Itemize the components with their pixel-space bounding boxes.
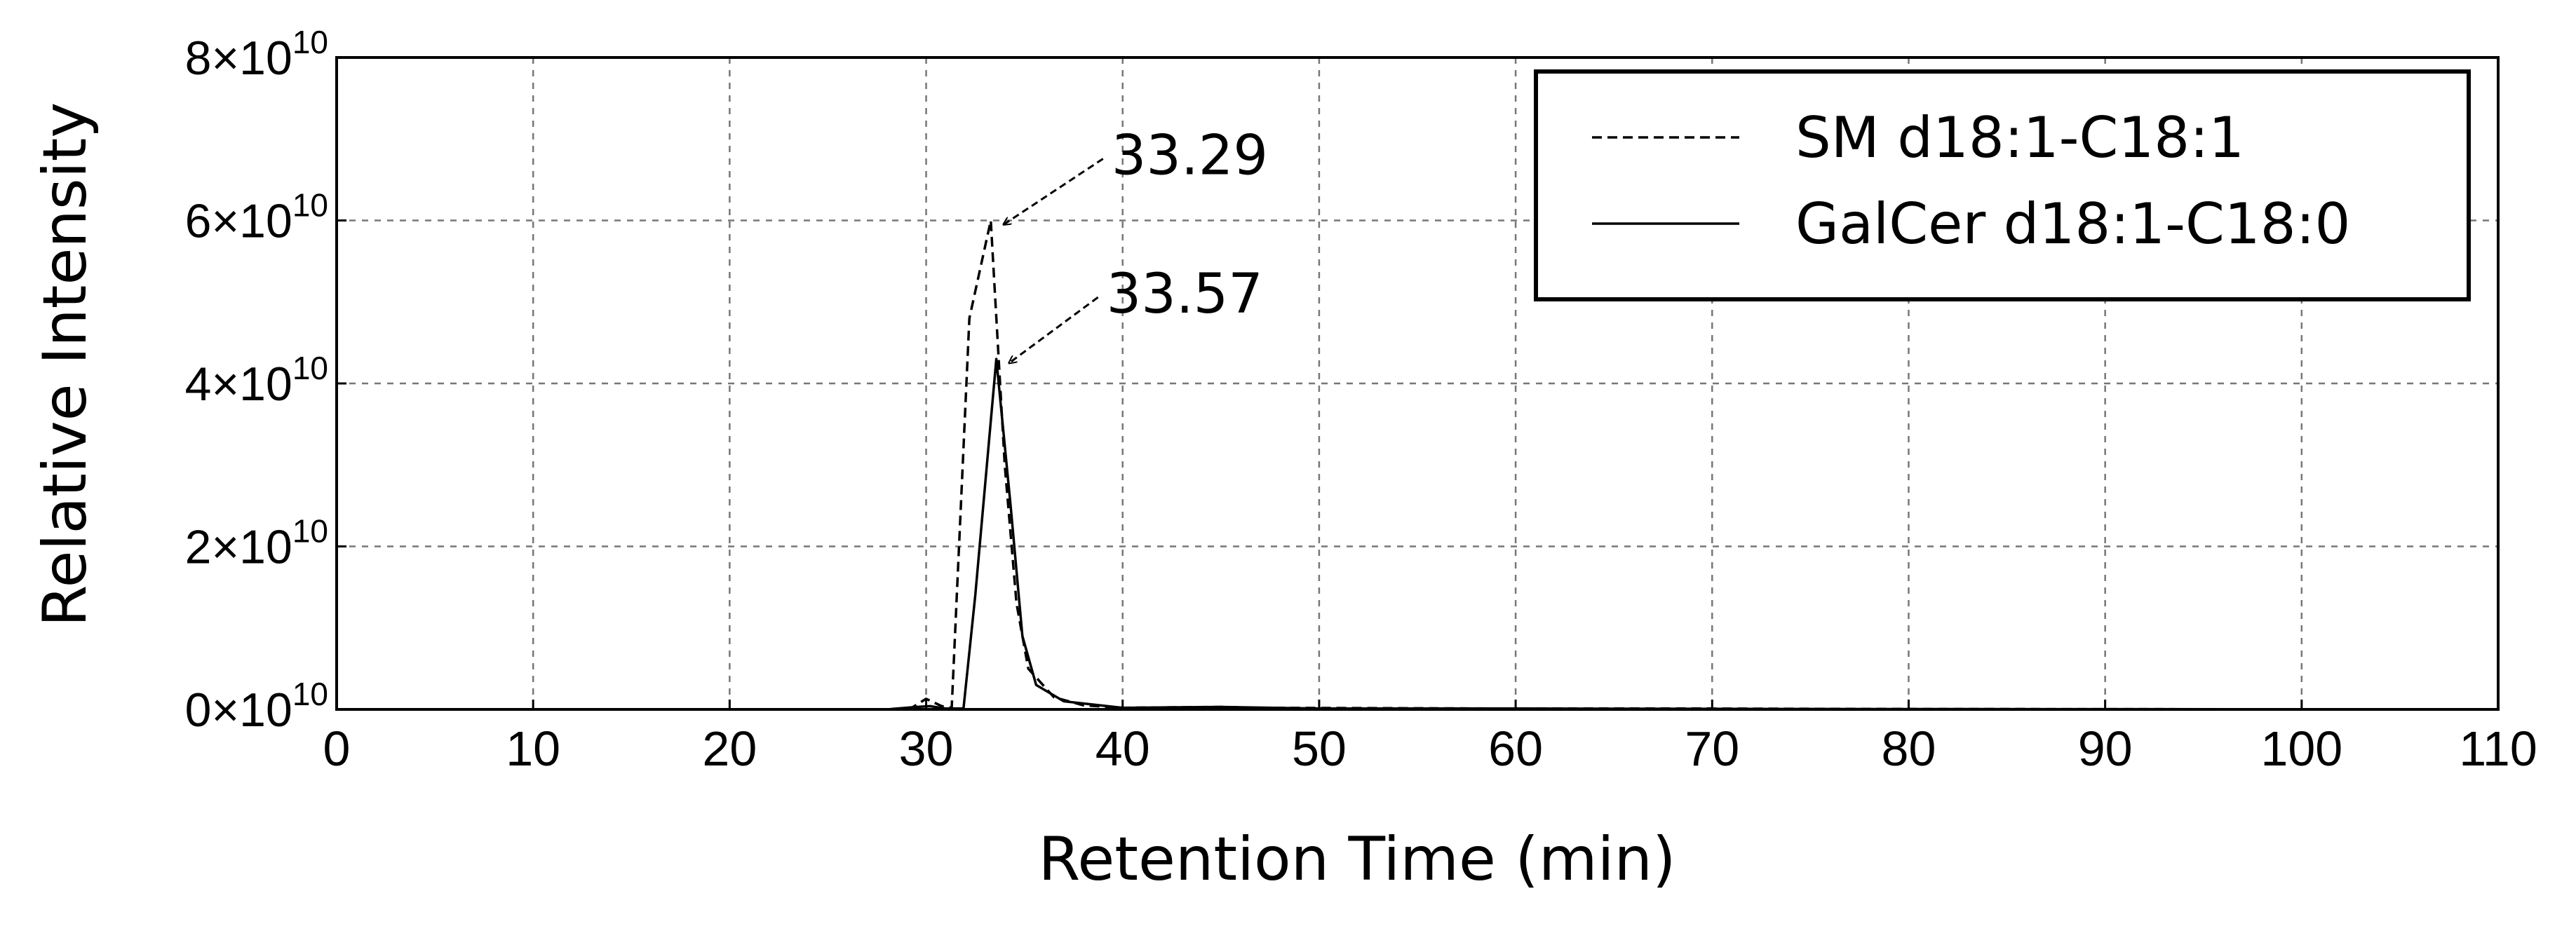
x-axis-ticks: 0 10 20 30 40 50 60 70 80 90 100 110 <box>323 700 2537 776</box>
y-tick-exponent: 10 <box>292 350 328 386</box>
y-tick-base: 2×10 <box>185 521 292 574</box>
y-axis-title: Relative Intensity <box>30 102 100 627</box>
legend: SM d18:1-C18:1 GalCer d18:1-C18:0 <box>1534 69 2471 301</box>
x-tick-label: 50 <box>1292 721 1347 776</box>
x-tick-label: 0 <box>323 721 351 776</box>
x-tick-label: 20 <box>702 721 757 776</box>
y-tick-base: 0×10 <box>185 683 292 737</box>
y-tick-label: 8×1010 <box>185 24 328 85</box>
annotation-label: 33.29 <box>1112 125 1268 188</box>
legend-label: GalCer d18:1-C18:0 <box>1795 191 2350 257</box>
y-tick-base: 6×10 <box>185 195 292 248</box>
y-tick-exponent: 10 <box>292 513 328 550</box>
x-tick-label: 10 <box>506 721 560 776</box>
y-tick-base: 4×10 <box>185 358 292 411</box>
annotation-label: 33.57 <box>1107 263 1263 326</box>
y-tick-label: 0×1010 <box>185 676 328 737</box>
peak-annotations: 33.29 33.57 <box>1004 125 1268 364</box>
y-tick-base: 8×10 <box>185 32 292 85</box>
legend-box <box>1534 69 2471 301</box>
annotation-arrow <box>1009 296 1099 363</box>
series-line-sm <box>337 219 2499 711</box>
legend-label: SM d18:1-C18:1 <box>1795 105 2244 170</box>
x-tick-label: 30 <box>899 721 954 776</box>
y-tick-label: 4×1010 <box>185 350 328 411</box>
series-line-galcer <box>337 358 2499 711</box>
grid-lines <box>337 57 2498 709</box>
x-tick-label: 80 <box>1882 721 1936 776</box>
x-tick-label: 90 <box>2078 721 2133 776</box>
x-tick-label: 40 <box>1095 721 1150 776</box>
y-tick-exponent: 10 <box>292 187 328 224</box>
x-tick-label: 60 <box>1488 721 1543 776</box>
y-tick-label: 6×1010 <box>185 187 328 248</box>
x-tick-label: 100 <box>2260 721 2342 776</box>
y-tick-exponent: 10 <box>292 676 328 712</box>
x-axis-title: Retention Time (min) <box>1038 824 1675 894</box>
x-tick-label: 110 <box>2459 721 2537 776</box>
y-tick-exponent: 10 <box>292 24 328 60</box>
x-tick-label: 70 <box>1685 721 1739 776</box>
annotation-arrow <box>1004 158 1104 225</box>
y-tick-label: 2×1010 <box>185 513 328 574</box>
